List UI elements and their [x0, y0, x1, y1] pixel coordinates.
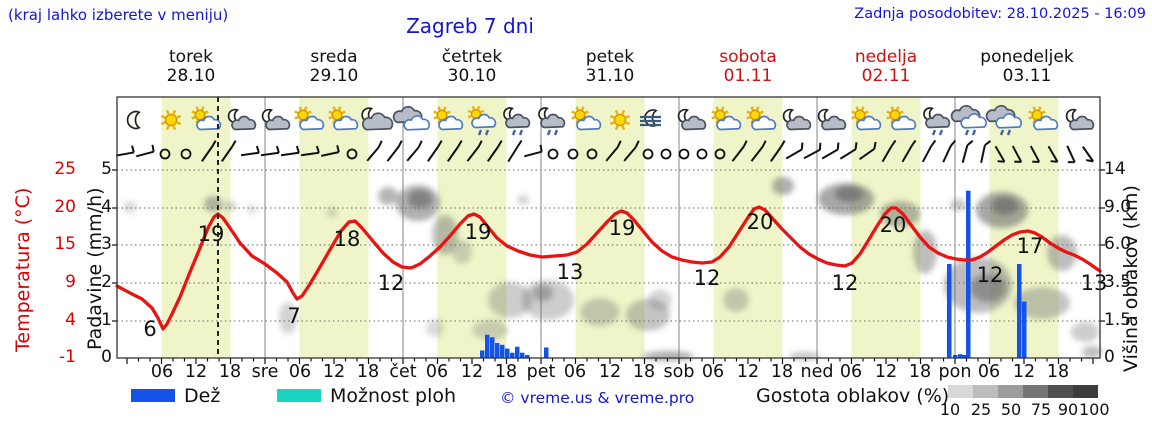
x-axis-label-ned: ned	[800, 362, 834, 382]
density-level-10: 10	[939, 400, 961, 419]
x-axis-label-čet: čet	[389, 362, 417, 382]
svg-text:12: 12	[832, 271, 859, 295]
density-level-100: 100	[1079, 400, 1110, 419]
svg-text:17: 17	[1017, 234, 1044, 258]
day-header-petek: petek 31.10	[540, 48, 680, 86]
density-level-75: 75	[1030, 400, 1052, 419]
cloud-tick-14: 14	[1104, 159, 1126, 179]
temp-tick-4: 4	[65, 310, 76, 330]
svg-text:12: 12	[378, 271, 405, 295]
day-date: 01.11	[723, 66, 773, 86]
svg-text:19: 19	[198, 222, 225, 246]
temp-tick--1: -1	[59, 347, 76, 367]
x-axis-label-12: 12	[598, 362, 622, 382]
x-axis-label-18: 18	[770, 362, 794, 382]
day-header-sreda: sreda 29.10	[264, 48, 404, 86]
copyright-text: © vreme.us & vreme.pro	[500, 389, 695, 407]
day-header-torek: torek 28.10	[121, 48, 261, 86]
x-axis-label-sre: sre	[251, 362, 279, 382]
svg-text:19: 19	[609, 216, 636, 240]
svg-text:19: 19	[465, 220, 492, 244]
x-axis-label-06: 06	[839, 362, 863, 382]
cloud-tick-3.5: 3.5	[1104, 272, 1132, 292]
precip-tick-0: 0	[101, 347, 112, 367]
cloud-density-legend-label: Gostota oblakov (%)	[756, 385, 950, 407]
day-date: 03.11	[1002, 66, 1052, 86]
rain-legend-label: Dež	[184, 385, 221, 407]
temp-tick-9: 9	[65, 272, 76, 292]
location-menu-note: (kraj lahko izberete v meniju)	[8, 6, 229, 24]
precip-tick-1: 1	[101, 310, 112, 330]
x-axis-label-12: 12	[874, 362, 898, 382]
cloud-tick-6.0: 6.0	[1104, 234, 1132, 254]
x-axis-label-sob: sob	[663, 362, 695, 382]
x-axis-label-12: 12	[460, 362, 484, 382]
cloud-tick-9.0: 9.0	[1104, 197, 1132, 217]
x-axis-label-12: 12	[322, 362, 346, 382]
density-gradient-segment	[1073, 385, 1098, 398]
density-level-50: 50	[1000, 400, 1022, 419]
x-axis-label-18: 18	[494, 362, 518, 382]
x-axis-label-12: 12	[736, 362, 760, 382]
day-date: 31.10	[585, 66, 635, 86]
day-header-ponedeljek: ponedeljek 03.11	[957, 48, 1097, 86]
x-axis-label-12: 12	[184, 362, 208, 382]
day-header-nedelja: nedelja 02.11	[816, 48, 956, 86]
cloud-tick-0: 0	[1104, 347, 1115, 367]
day-date: 30.10	[447, 66, 497, 86]
precip-tick-4: 4	[101, 197, 112, 217]
density-gradient-segment	[973, 385, 998, 398]
x-axis-label-12: 12	[1012, 362, 1036, 382]
precipitation-axis-label: Padavine (mm/h)	[84, 187, 106, 350]
svg-text:7: 7	[287, 304, 300, 328]
svg-text:12: 12	[694, 266, 721, 290]
day-header-sobota: sobota 01.11	[678, 48, 818, 86]
density-level-25: 25	[970, 400, 992, 419]
x-axis-label-06: 06	[150, 362, 174, 382]
svg-text:20: 20	[747, 210, 774, 234]
precip-tick-5: 5	[101, 159, 112, 179]
density-gradient-segment	[1048, 385, 1073, 398]
temp-tick-15: 15	[54, 234, 76, 254]
last-update-timestamp: Zadnja posodobitev: 28.10.2025 - 16:09	[854, 6, 1146, 22]
x-axis-label-18: 18	[1046, 362, 1070, 382]
rain-legend-swatch	[131, 389, 175, 402]
precip-tick-2: 2	[101, 272, 112, 292]
svg-text:12: 12	[977, 263, 1004, 287]
x-axis-label-18: 18	[356, 362, 380, 382]
x-axis-label-06: 06	[425, 362, 449, 382]
density-gradient-segment	[998, 385, 1023, 398]
density-gradient-segment	[1023, 385, 1048, 398]
x-axis-label-18: 18	[632, 362, 656, 382]
day-date: 29.10	[309, 66, 359, 86]
showers-legend-label: Možnost ploh	[330, 385, 457, 407]
temp-tick-20: 20	[54, 197, 76, 217]
x-axis-label-06: 06	[288, 362, 312, 382]
cloud-tick-1.5: 1.5	[1104, 310, 1132, 330]
precip-tick-3: 3	[101, 234, 112, 254]
day-date: 28.10	[166, 66, 216, 86]
density-gradient-segment	[948, 385, 973, 398]
temp-tick-25: 25	[54, 159, 76, 179]
density-level-90: 90	[1057, 400, 1079, 419]
x-axis-label-06: 06	[701, 362, 725, 382]
x-axis-label-18: 18	[218, 362, 242, 382]
x-axis-label-pet: pet	[526, 362, 556, 382]
page-title: Zagreb 7 dni	[406, 14, 534, 38]
x-axis-label-06: 06	[563, 362, 587, 382]
svg-text:13: 13	[557, 260, 584, 284]
svg-text:20: 20	[880, 213, 907, 237]
temperature-axis-label: Temperatura (°C)	[12, 187, 34, 352]
day-date: 02.11	[861, 66, 911, 86]
x-axis-label-18: 18	[908, 362, 932, 382]
svg-text:18: 18	[334, 227, 361, 251]
day-header-četrtek: četrtek 30.10	[402, 48, 542, 86]
x-axis-label-pon: pon	[938, 362, 972, 382]
svg-text:6: 6	[143, 317, 156, 341]
x-axis-label-06: 06	[977, 362, 1001, 382]
cloud-height-axis-label: Višina oblakov (km)	[1120, 185, 1142, 372]
showers-legend-swatch	[277, 389, 321, 402]
